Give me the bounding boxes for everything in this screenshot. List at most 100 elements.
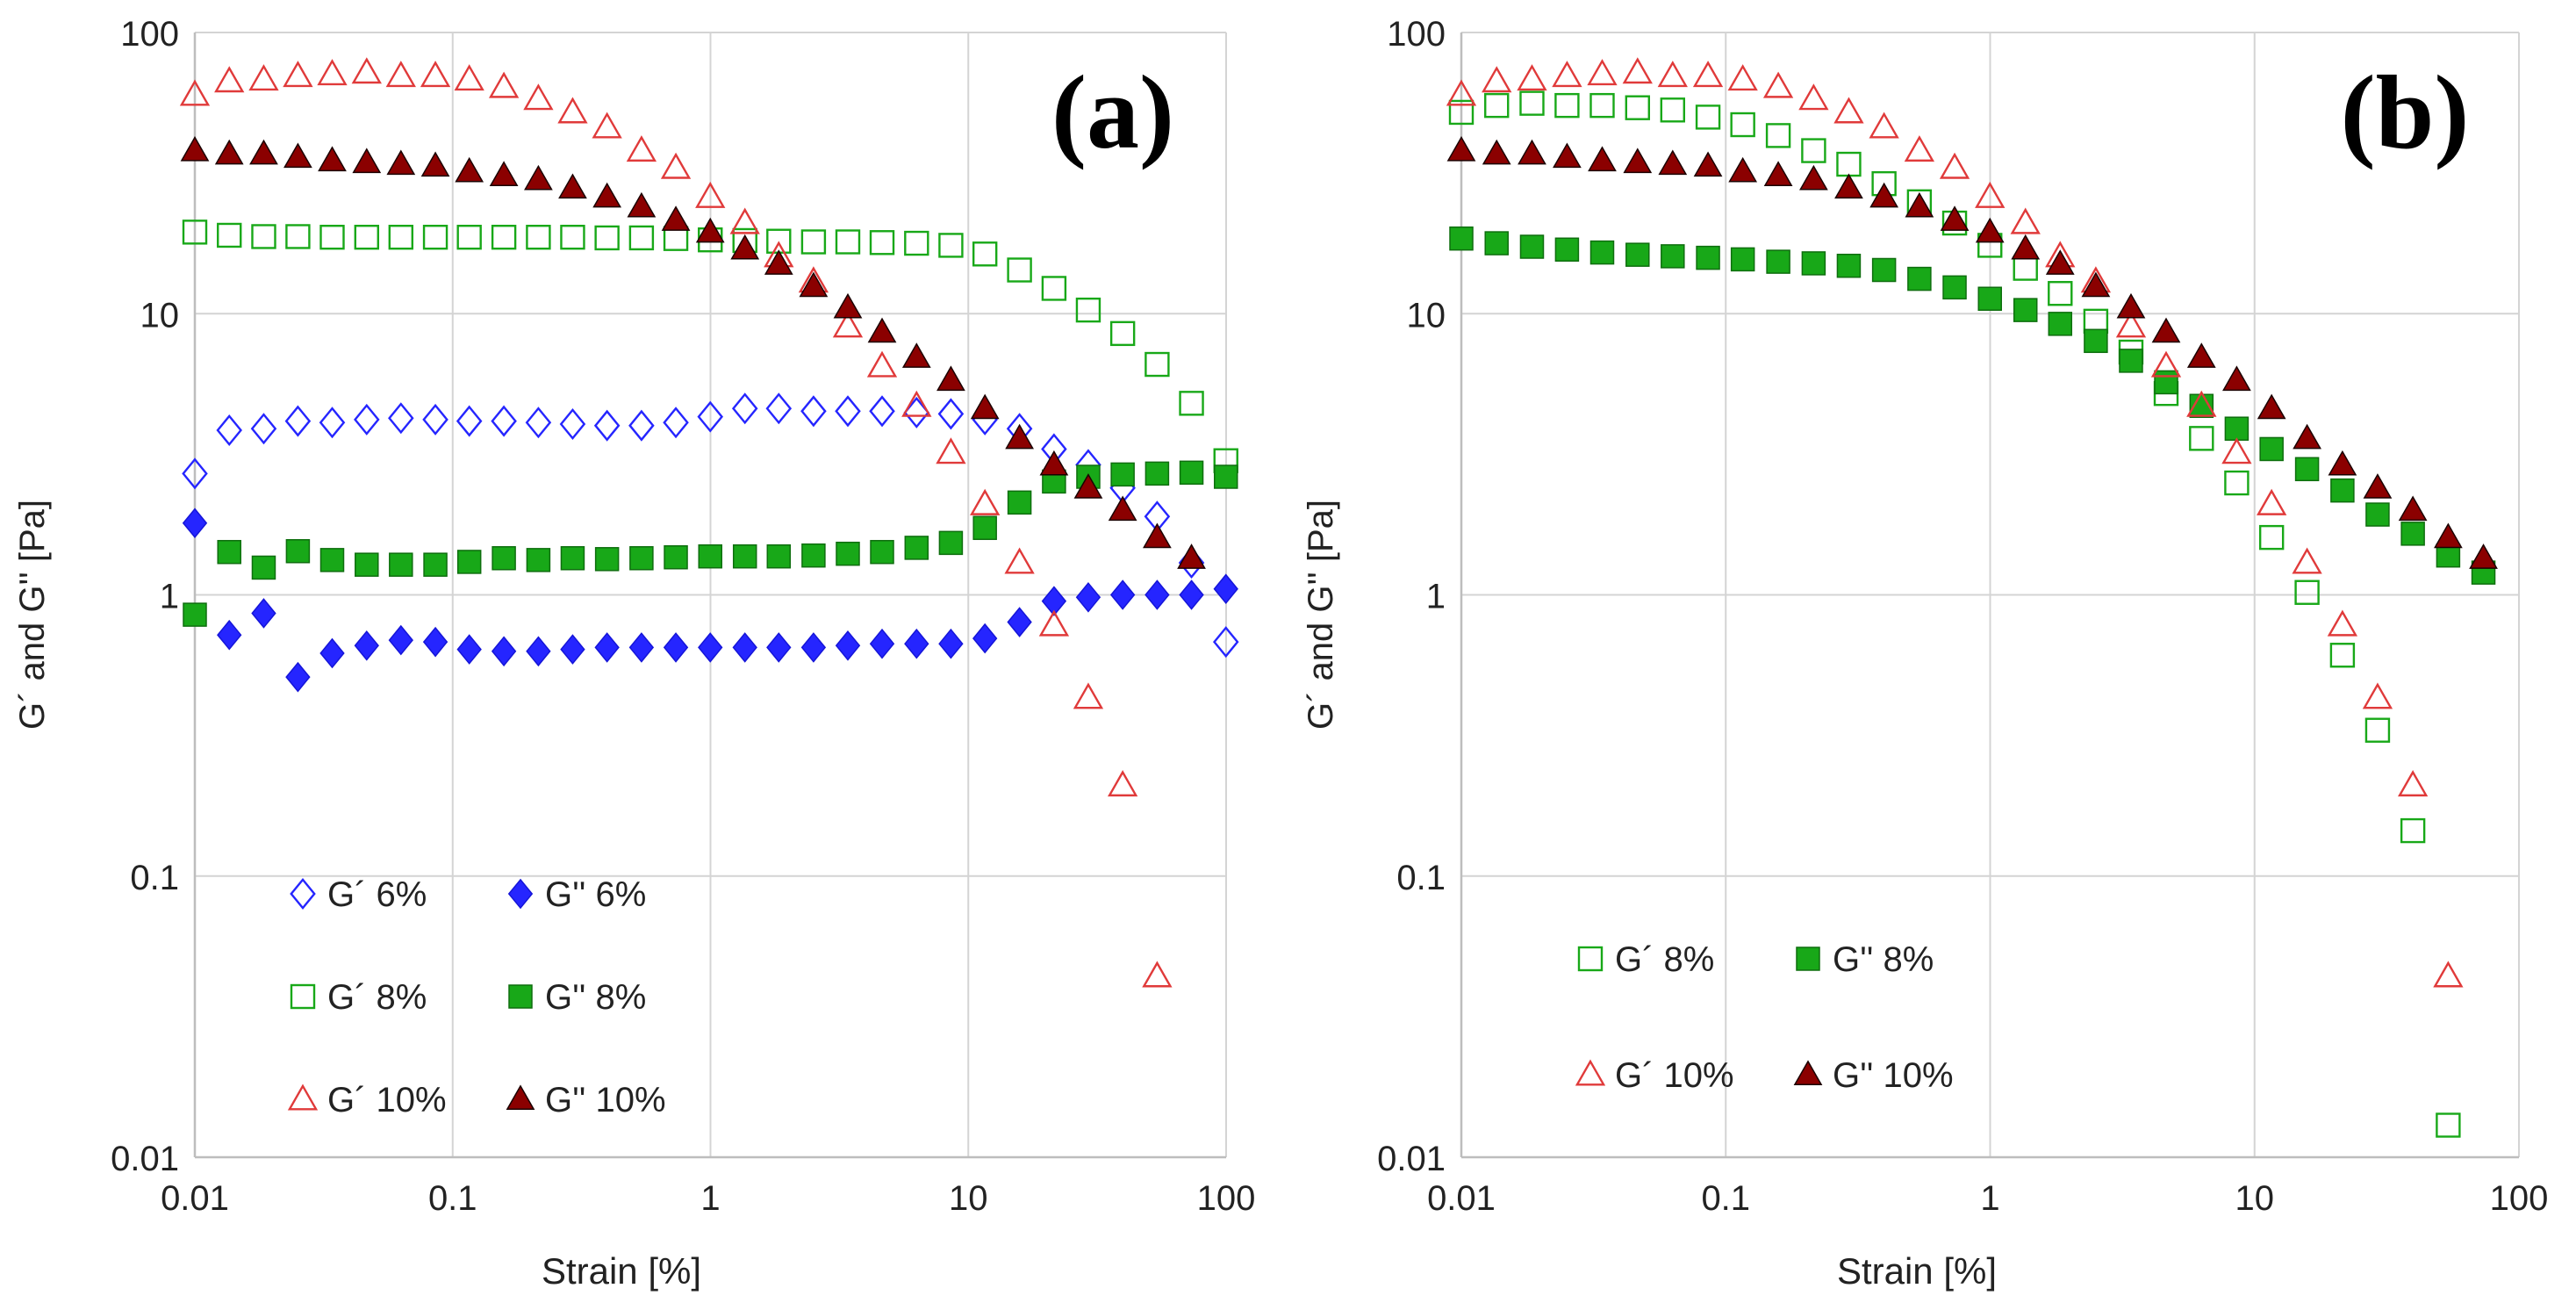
data-point xyxy=(389,552,413,577)
data-point xyxy=(1940,205,1970,231)
data-point xyxy=(904,230,929,256)
data-point xyxy=(285,539,311,564)
data-point xyxy=(179,79,211,106)
data-point xyxy=(698,632,723,663)
y-tick-label: 0.1 xyxy=(1396,859,1446,897)
data-point xyxy=(866,350,898,378)
data-point xyxy=(456,224,482,250)
data-point xyxy=(1907,266,1932,292)
data-point xyxy=(1589,240,1615,265)
data-point xyxy=(1004,547,1035,574)
data-point xyxy=(456,634,482,665)
data-point xyxy=(388,402,414,435)
data-point xyxy=(319,637,345,669)
data-point xyxy=(1727,64,1758,91)
data-point xyxy=(250,413,277,445)
data-point xyxy=(1869,182,1899,208)
data-point xyxy=(2150,350,2182,378)
legend-marker xyxy=(1575,1059,1606,1086)
data-point xyxy=(1075,582,1101,613)
data-point xyxy=(285,224,311,249)
legend-label: G´ 10% xyxy=(327,1081,447,1119)
data-point xyxy=(492,546,516,571)
data-point xyxy=(351,57,382,84)
data-point xyxy=(800,632,827,663)
data-point xyxy=(1110,462,1135,487)
data-point xyxy=(729,207,760,234)
data-point xyxy=(1484,231,1509,256)
data-point xyxy=(559,407,586,440)
data-point xyxy=(1554,237,1580,263)
data-point xyxy=(1213,573,1238,605)
data-point xyxy=(1038,609,1070,637)
data-point xyxy=(1213,464,1238,489)
data-point xyxy=(628,632,655,663)
data-point xyxy=(2257,393,2286,420)
data-point xyxy=(354,224,379,250)
data-point xyxy=(2292,547,2322,574)
panel-a: 0.01 0.1 1 10 100 0.01 0.1 1 10 100 (a) Strain [… xyxy=(13,15,1255,1292)
data-point xyxy=(2294,579,2320,605)
legend-label: G'' 8% xyxy=(545,978,646,1017)
data-point xyxy=(695,217,725,243)
data-point xyxy=(1446,135,1476,162)
legend-label: G'' 6% xyxy=(545,875,646,914)
data-point xyxy=(593,409,621,442)
legend-marker xyxy=(290,877,316,911)
legend-marker xyxy=(290,983,316,1010)
x-tick-label: 10 xyxy=(949,1179,988,1218)
data-point xyxy=(1482,139,1511,165)
data-point xyxy=(1977,286,2002,312)
data-point xyxy=(251,555,276,580)
data-point xyxy=(1007,607,1032,637)
data-point xyxy=(1625,95,1650,120)
data-point xyxy=(1552,61,1582,88)
data-point xyxy=(355,552,379,577)
data-point xyxy=(970,393,1000,420)
data-point xyxy=(1109,320,1136,347)
y-tick-label: 0.01 xyxy=(111,1140,179,1178)
series-g-10- xyxy=(179,57,1173,988)
x-tick-label: 0.1 xyxy=(1701,1179,1750,1218)
data-point xyxy=(629,546,654,571)
data-point xyxy=(422,224,448,250)
data-point xyxy=(901,342,931,368)
y-tick-label: 10 xyxy=(1407,296,1446,335)
data-point xyxy=(594,632,620,663)
data-point xyxy=(663,407,689,439)
data-point xyxy=(2364,717,2391,743)
data-point xyxy=(1177,543,1206,569)
data-point xyxy=(1179,579,1204,610)
data-point xyxy=(560,224,585,250)
data-point xyxy=(1871,257,1897,283)
y-tick-label: 10 xyxy=(140,296,180,335)
data-point xyxy=(1144,579,1170,610)
data-point xyxy=(385,61,416,88)
data-point xyxy=(248,64,279,91)
data-point xyxy=(1765,123,1791,148)
data-point xyxy=(1942,275,1967,300)
data-point xyxy=(1144,351,1170,378)
panel-label-a: (a) xyxy=(1051,54,1174,170)
data-point xyxy=(388,624,413,656)
data-point xyxy=(592,182,622,208)
data-point xyxy=(2221,437,2252,464)
data-point xyxy=(1660,97,1686,123)
data-point xyxy=(1692,61,1724,88)
data-point xyxy=(628,225,655,251)
data-point xyxy=(354,630,379,661)
data-point xyxy=(283,61,313,88)
data-point xyxy=(1763,161,1793,186)
series-g-8- xyxy=(183,460,1238,627)
data-point xyxy=(2186,342,2216,368)
data-point xyxy=(456,550,482,574)
data-point xyxy=(731,392,758,425)
data-point xyxy=(664,544,688,570)
x-tick-label: 1 xyxy=(700,1179,720,1218)
data-point xyxy=(1108,495,1137,522)
legend-label: G'' 8% xyxy=(1833,940,1934,979)
data-point xyxy=(2328,450,2357,476)
x-tick-label: 10 xyxy=(2235,1179,2275,1218)
data-point xyxy=(1589,92,1615,119)
data-point xyxy=(489,161,519,186)
